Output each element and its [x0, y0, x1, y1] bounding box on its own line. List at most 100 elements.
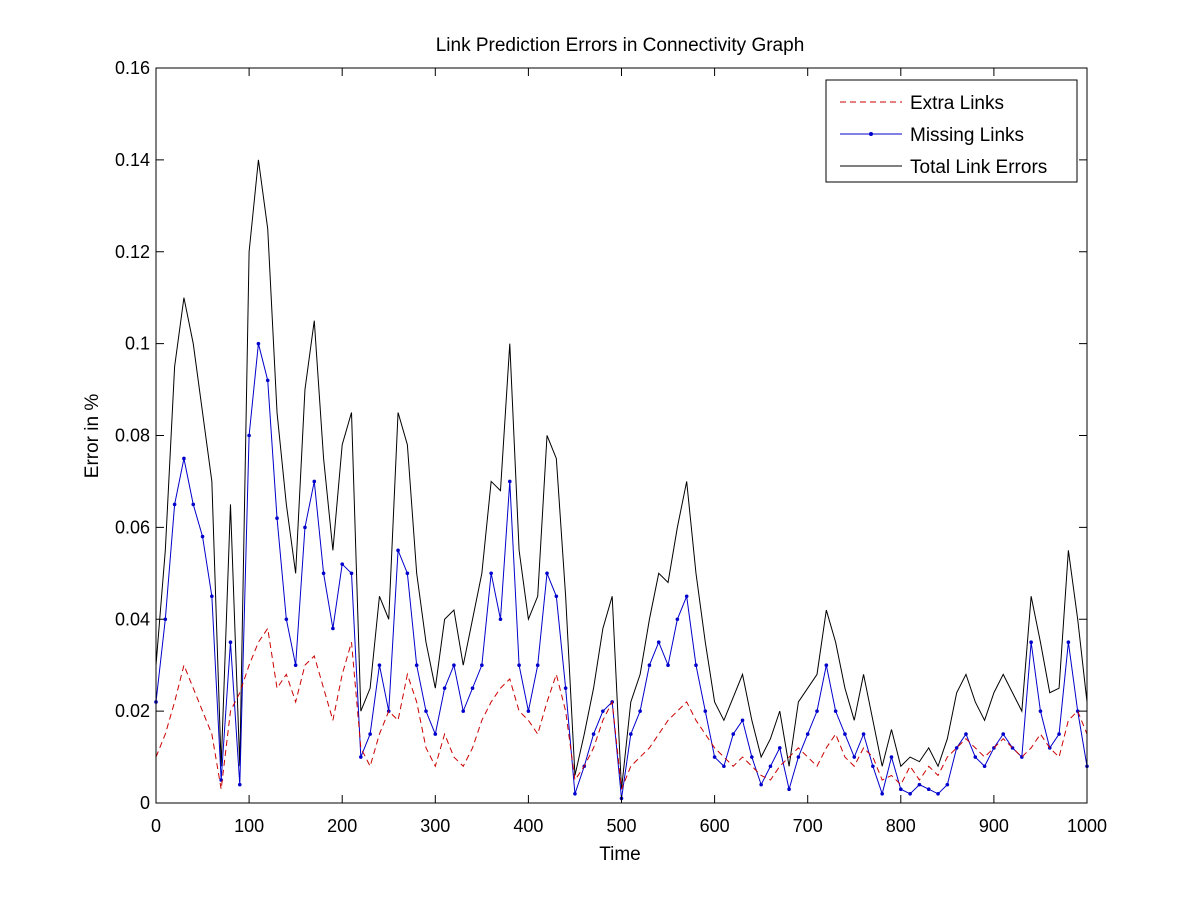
- missing-links-point: [507, 479, 512, 484]
- missing-links-point: [247, 433, 251, 438]
- missing-links-point: [489, 571, 493, 576]
- axis-ticks: 0 100 200 300 400 500 600 700 800 900 1000 0 0.02 0.0…: [115, 58, 1107, 836]
- missing-links-point: [871, 764, 875, 769]
- missing-links-point: [563, 686, 568, 690]
- missing-links-point: [377, 663, 382, 667]
- missing-links-point: [964, 732, 968, 736]
- missing-links-point: [852, 755, 857, 759]
- missing-links-point: [936, 792, 940, 796]
- missing-links-point: [228, 640, 233, 645]
- missing-links-point: [926, 787, 931, 792]
- missing-links-point: [498, 617, 503, 622]
- missing-links-point: [982, 764, 987, 769]
- missing-links-point: [414, 663, 419, 667]
- missing-links-point: [647, 663, 652, 667]
- missing-links-point: [861, 732, 866, 736]
- missing-links-point: [200, 534, 205, 539]
- y-tick-label: 0.16: [115, 58, 150, 78]
- missing-links-point: [601, 709, 605, 713]
- x-tick-label: 800: [886, 816, 916, 836]
- missing-links-point: [805, 732, 810, 736]
- x-tick-label: 0: [151, 816, 161, 836]
- missing-links-point: [917, 782, 922, 787]
- x-tick-label: 400: [513, 816, 543, 836]
- missing-links-point: [172, 502, 177, 507]
- y-tick-label: 0.02: [115, 701, 150, 721]
- missing-links-point: [629, 732, 633, 736]
- x-tick-label: 100: [234, 816, 264, 836]
- missing-links-point: [331, 626, 335, 631]
- x-tick-label: 600: [700, 816, 730, 836]
- missing-links-point: [656, 640, 661, 645]
- y-tick-label: 0.04: [115, 609, 150, 629]
- missing-links-point: [731, 732, 736, 736]
- x-tick-label: 300: [420, 816, 450, 836]
- missing-links-point: [768, 764, 773, 769]
- missing-links-point: [461, 709, 466, 713]
- missing-links-point: [833, 709, 838, 713]
- missing-links-point: [740, 718, 745, 723]
- missing-links-point: [396, 548, 400, 553]
- missing-links-point: [470, 686, 475, 690]
- missing-links-point: [638, 709, 642, 713]
- missing-links-point: [349, 571, 354, 576]
- missing-links-point: [880, 792, 884, 796]
- missing-links-point: [1038, 709, 1043, 713]
- x-axis-label: Time: [599, 844, 641, 865]
- missing-links-point: [480, 663, 484, 667]
- missing-links-point: [759, 782, 763, 787]
- legend-label: Missing Links: [910, 125, 1024, 146]
- missing-links-point: [824, 663, 829, 667]
- missing-links-point: [1066, 640, 1071, 645]
- missing-links-point: [684, 594, 689, 599]
- missing-links-point: [424, 709, 428, 713]
- missing-links-point: [703, 709, 708, 713]
- y-tick-label: 0.1: [125, 334, 150, 354]
- missing-links-point: [182, 456, 186, 461]
- missing-links-point: [303, 525, 307, 530]
- x-tick-label: 700: [793, 816, 823, 836]
- legend-label: Total Link Errors: [910, 157, 1047, 178]
- missing-links-point: [694, 663, 698, 667]
- missing-links-point: [210, 594, 214, 599]
- missing-links-point: [405, 571, 410, 576]
- missing-links-point: [359, 755, 363, 759]
- missing-links-point: [954, 746, 959, 750]
- series-line-extra-links: [155, 627, 1088, 790]
- missing-links-point: [526, 709, 531, 713]
- missing-links-point: [591, 732, 596, 736]
- missing-links-point: [284, 617, 289, 622]
- y-axis-label: Error in %: [82, 394, 103, 479]
- missing-links-point: [293, 663, 298, 667]
- missing-links-point: [368, 732, 372, 736]
- missing-links-point: [573, 792, 577, 796]
- legend-marker: [869, 132, 873, 136]
- legend-box: [825, 79, 1078, 183]
- missing-links-point: [1001, 732, 1006, 736]
- missing-links-point: [535, 663, 540, 667]
- missing-links-point: [237, 782, 242, 787]
- missing-links-point: [554, 594, 559, 599]
- missing-links-point: [899, 787, 903, 792]
- x-tick-label: 200: [327, 816, 357, 836]
- missing-links-point: [722, 764, 726, 769]
- missing-links-point: [545, 571, 549, 576]
- missing-links-point: [452, 663, 456, 667]
- missing-links-point: [908, 792, 912, 796]
- legend-label: Extra Links: [910, 93, 1004, 114]
- missing-links-point: [442, 686, 447, 690]
- missing-links-point: [750, 755, 754, 759]
- y-tick-label: 0: [140, 793, 150, 813]
- y-tick-label: 0.08: [115, 426, 150, 446]
- x-tick-label: 1000: [1067, 816, 1107, 836]
- missing-links-point: [815, 709, 819, 713]
- missing-links-point: [265, 378, 270, 383]
- missing-links-point: [321, 571, 326, 576]
- missing-links-point: [163, 617, 168, 622]
- missing-links-point: [191, 502, 196, 507]
- x-tick-label: 900: [979, 816, 1009, 836]
- y-tick-label: 0.14: [115, 150, 150, 170]
- missing-links-point: [675, 617, 680, 622]
- missing-links-point: [796, 755, 801, 759]
- missing-links-point: [712, 755, 717, 759]
